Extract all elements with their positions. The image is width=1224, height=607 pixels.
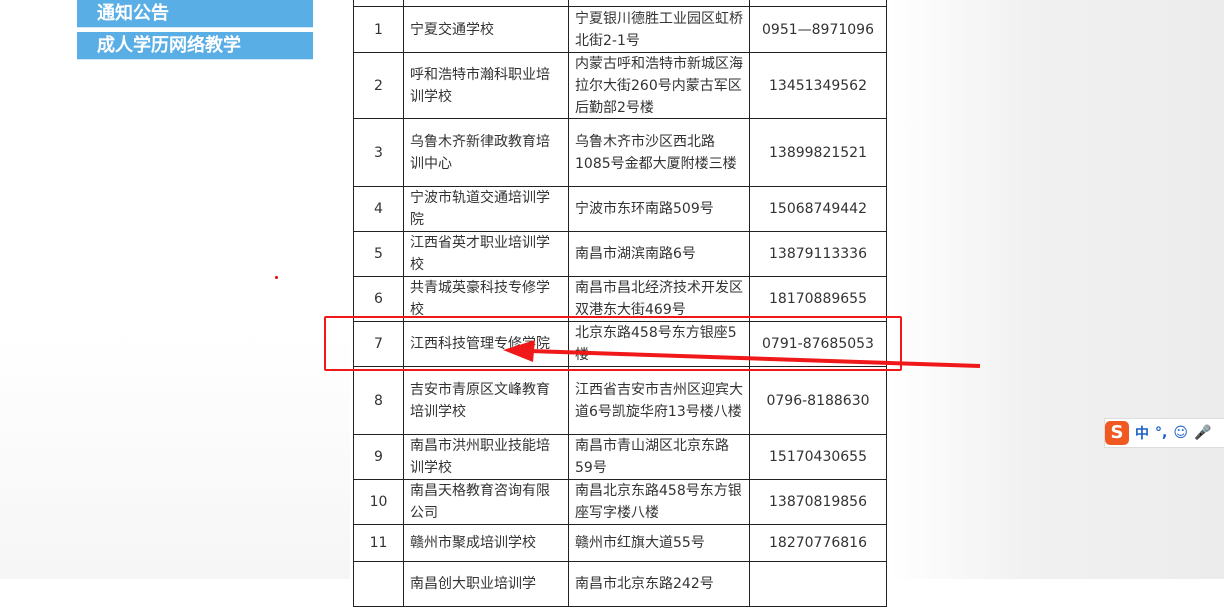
school-address: 宁波市东环南路509号 xyxy=(575,201,714,217)
school-address: 宁夏银川德胜工业园区虹桥北街2-1号 xyxy=(575,10,743,49)
row-number: 8 xyxy=(374,392,383,409)
table-row: 10 南昌天格教育咨询有限公司 南昌北京东路458号东方银座写字楼八楼 1387081… xyxy=(353,479,887,525)
school-phone: 15068749442 xyxy=(769,201,867,217)
school-phone: 18270776816 xyxy=(769,535,867,551)
table-row: 1 宁夏交通学校 宁夏银川德胜工业园区虹桥北街2-1号 0951—8971096 xyxy=(353,6,887,53)
school-table: 1 宁夏交通学校 宁夏银川德胜工业园区虹桥北街2-1号 0951—8971096 2 呼和… xyxy=(353,0,887,607)
school-phone: 15170430655 xyxy=(769,449,867,465)
row-number: 7 xyxy=(374,336,383,352)
school-name: 呼和浩特市瀚科职业培训学校 xyxy=(410,66,550,105)
sidebar-item-notices[interactable]: 通知公告 xyxy=(77,0,313,28)
cursor-dot xyxy=(275,276,278,279)
sogou-logo[interactable]: S xyxy=(1105,421,1129,445)
ime-lang-toggle[interactable]: 中 xyxy=(1135,426,1149,442)
table-row: 4 宁波市轨道交通培训学院 宁波市东环南路509号 15068749442 xyxy=(353,186,887,232)
ime-punct-toggle[interactable]: °, xyxy=(1155,425,1168,441)
school-address: 南昌市昌北经济技术开发区双港东大街469号 xyxy=(575,280,743,318)
school-phone: 18170889655 xyxy=(769,291,867,307)
school-phone: 13899821521 xyxy=(769,144,867,161)
row-number: 9 xyxy=(374,449,383,465)
school-name: 宁波市轨道交通培训学院 xyxy=(410,190,550,228)
school-phone: 13879113336 xyxy=(769,246,867,262)
school-address: 南昌市湖滨南路6号 xyxy=(575,246,696,262)
school-phone: 0796-8188630 xyxy=(766,392,870,409)
school-phone: 13451349562 xyxy=(769,77,867,94)
table-row: 9 南昌市洪州职业技能培训学校 南昌市青山湖区北京东路59号 15170430655 xyxy=(353,434,887,480)
ime-toolbar[interactable]: S 中 °, ☺ 🎤 xyxy=(1104,418,1224,448)
sidebar-item-online-education[interactable]: 成人学历网络教学 xyxy=(77,32,313,60)
school-name: 南昌天格教育咨询有限公司 xyxy=(410,483,550,521)
row-number: 1 xyxy=(374,21,383,38)
school-phone: 0791-87685053 xyxy=(762,336,874,352)
background-artwork xyxy=(890,0,1224,579)
school-name: 吉安市青原区文峰教育培训学校 xyxy=(410,381,550,420)
school-address: 乌鲁木齐市沙区西北路1085号金都大厦附楼三楼 xyxy=(575,133,737,172)
table-row: 3 乌鲁木齐新律政教育培训中心 乌鲁木齐市沙区西北路1085号金都大厦附楼三楼 138… xyxy=(353,118,887,187)
background-artwork xyxy=(0,330,350,579)
row-number: 4 xyxy=(374,201,383,217)
row-number: 5 xyxy=(374,246,383,262)
row-number: 6 xyxy=(374,291,383,307)
school-address: 江西省吉安市吉州区迎宾大道6号凯旋华府13号楼八楼 xyxy=(575,381,743,420)
school-name: 乌鲁木齐新律政教育培训中心 xyxy=(410,133,550,172)
school-address: 赣州市红旗大道55号 xyxy=(575,535,705,551)
table-row: 6 共青城英豪科技专修学校 南昌市昌北经济技术开发区双港东大街469号 1817088… xyxy=(353,276,887,322)
school-name: 赣州市聚成培训学校 xyxy=(410,535,536,551)
school-name: 江西省英才职业培训学校 xyxy=(410,235,550,273)
annotation-arrow xyxy=(503,340,981,368)
row-number: 11 xyxy=(369,535,388,551)
school-address: 南昌北京东路458号东方银座写字楼八楼 xyxy=(575,483,742,521)
highlight-box xyxy=(324,316,902,371)
emoji-icon[interactable]: ☺ xyxy=(1173,425,1188,441)
microphone-icon[interactable]: 🎤 xyxy=(1193,425,1212,441)
school-address: 内蒙古呼和浩特市新城区海拉尔大街260号内蒙古军区后勤部2号楼 xyxy=(575,56,743,116)
row-number: 10 xyxy=(369,494,388,510)
table-row: 8 吉安市青原区文峰教育培训学校 江西省吉安市吉州区迎宾大道6号凯旋华府13号楼八楼… xyxy=(353,366,887,435)
school-phone: 0951—8971096 xyxy=(762,21,874,38)
table-row: 5 江西省英才职业培训学校 南昌市湖滨南路6号 13879113336 xyxy=(353,231,887,277)
school-name: 共青城英豪科技专修学校 xyxy=(410,280,550,318)
table-row: 2 呼和浩特市瀚科职业培训学校 内蒙古呼和浩特市新城区海拉尔大街260号内蒙古军区后… xyxy=(353,52,887,119)
school-phone: 13870819856 xyxy=(769,494,867,510)
row-number: 2 xyxy=(374,77,383,94)
school-name: 南昌市洪州职业技能培训学校 xyxy=(410,438,550,476)
row-number: 3 xyxy=(374,144,383,161)
school-address: 南昌市青山湖区北京东路59号 xyxy=(575,438,729,476)
school-name: 宁夏交通学校 xyxy=(410,21,494,38)
